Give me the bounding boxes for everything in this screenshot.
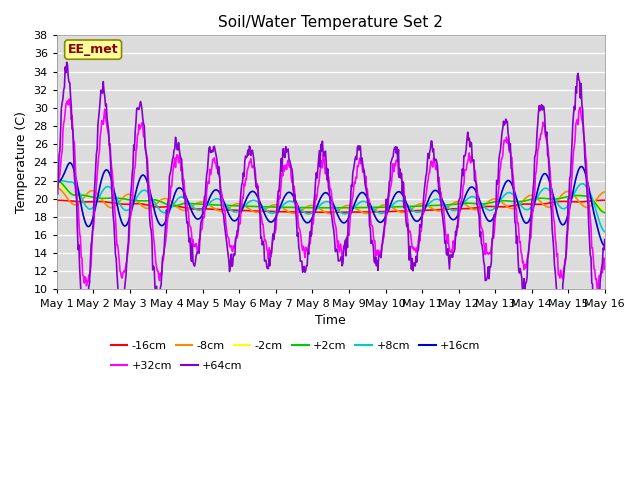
- +32cm: [601, 266, 609, 272]
- +64cm: [198, 217, 205, 223]
- Line: +2cm: +2cm: [57, 181, 605, 213]
- +8cm: [323, 199, 330, 204]
- +16cm: [174, 186, 182, 192]
- +64cm: [594, 318, 602, 324]
- +16cm: [601, 243, 609, 249]
- -8cm: [323, 210, 330, 216]
- -16cm: [323, 209, 330, 215]
- -8cm: [431, 207, 438, 213]
- X-axis label: Time: Time: [316, 314, 346, 327]
- +64cm: [174, 147, 182, 153]
- +64cm: [376, 252, 384, 258]
- -2cm: [601, 207, 609, 213]
- +64cm: [431, 157, 438, 163]
- +8cm: [550, 195, 558, 201]
- Line: +32cm: +32cm: [57, 99, 605, 290]
- -8cm: [326, 211, 334, 216]
- +32cm: [198, 227, 205, 232]
- +8cm: [376, 210, 383, 216]
- +32cm: [552, 235, 559, 240]
- +32cm: [323, 167, 331, 173]
- +32cm: [53, 177, 61, 182]
- +16cm: [376, 219, 384, 225]
- -16cm: [376, 209, 384, 215]
- Line: +64cm: +64cm: [57, 62, 605, 321]
- -2cm: [429, 203, 437, 208]
- +64cm: [323, 177, 331, 182]
- -8cm: [601, 189, 609, 195]
- +32cm: [594, 287, 602, 293]
- -2cm: [173, 203, 181, 208]
- +8cm: [429, 197, 437, 203]
- +64cm: [601, 237, 609, 242]
- +16cm: [198, 214, 205, 219]
- +2cm: [429, 203, 437, 208]
- Legend: +32cm, +64cm: +32cm, +64cm: [106, 357, 247, 375]
- Title: Soil/Water Temperature Set 2: Soil/Water Temperature Set 2: [218, 15, 443, 30]
- +2cm: [323, 205, 330, 211]
- Y-axis label: Temperature (C): Temperature (C): [15, 111, 28, 213]
- +32cm: [174, 152, 182, 158]
- Line: -8cm: -8cm: [57, 188, 605, 214]
- -16cm: [197, 206, 205, 212]
- -16cm: [327, 209, 335, 215]
- -2cm: [197, 201, 205, 207]
- -8cm: [376, 204, 384, 209]
- +8cm: [197, 207, 205, 213]
- -8cm: [53, 185, 61, 191]
- Line: +16cm: +16cm: [57, 163, 605, 246]
- +16cm: [431, 188, 438, 193]
- +2cm: [53, 178, 61, 184]
- +16cm: [323, 190, 331, 196]
- -16cm: [552, 199, 559, 205]
- +32cm: [431, 155, 438, 161]
- -16cm: [601, 197, 609, 203]
- +8cm: [601, 229, 609, 235]
- +2cm: [376, 204, 383, 210]
- -8cm: [197, 199, 205, 205]
- +16cm: [53, 180, 61, 186]
- +64cm: [53, 188, 61, 194]
- -16cm: [431, 207, 438, 213]
- -2cm: [53, 181, 61, 187]
- +32cm: [65, 96, 73, 102]
- -8cm: [173, 204, 181, 210]
- +2cm: [550, 196, 558, 202]
- Line: +8cm: +8cm: [57, 180, 605, 232]
- +16cm: [66, 160, 74, 166]
- +2cm: [173, 203, 181, 208]
- +2cm: [601, 210, 609, 216]
- +32cm: [376, 248, 384, 254]
- +16cm: [552, 202, 559, 208]
- +8cm: [53, 178, 61, 183]
- +64cm: [63, 60, 70, 65]
- -16cm: [173, 204, 181, 209]
- +64cm: [552, 269, 559, 275]
- +8cm: [173, 197, 181, 203]
- -16cm: [53, 197, 61, 203]
- Text: EE_met: EE_met: [68, 43, 118, 56]
- -2cm: [376, 204, 383, 210]
- +2cm: [197, 201, 205, 207]
- Line: -16cm: -16cm: [57, 200, 605, 212]
- -8cm: [552, 200, 559, 206]
- -2cm: [323, 205, 330, 211]
- Line: -2cm: -2cm: [57, 184, 605, 210]
- -2cm: [550, 196, 558, 202]
